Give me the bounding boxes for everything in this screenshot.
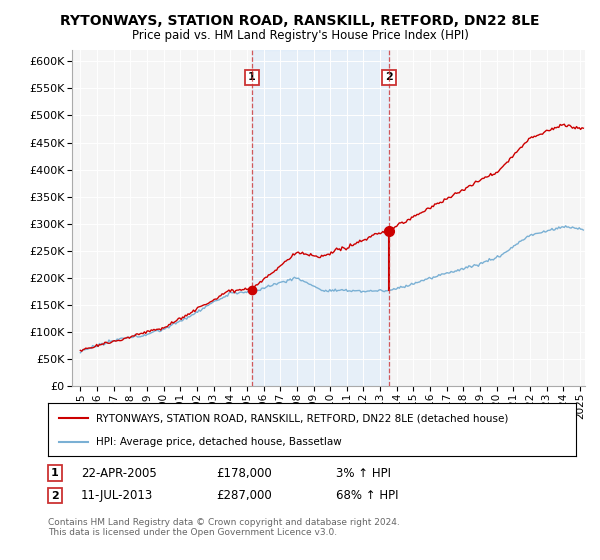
- Text: £287,000: £287,000: [216, 489, 272, 502]
- Text: Contains HM Land Registry data © Crown copyright and database right 2024.
This d: Contains HM Land Registry data © Crown c…: [48, 518, 400, 538]
- Text: RYTONWAYS, STATION ROAD, RANSKILL, RETFORD, DN22 8LE (detached house): RYTONWAYS, STATION ROAD, RANSKILL, RETFO…: [95, 413, 508, 423]
- Text: 2: 2: [385, 72, 393, 82]
- Text: 11-JUL-2013: 11-JUL-2013: [81, 489, 153, 502]
- Text: HPI: Average price, detached house, Bassetlaw: HPI: Average price, detached house, Bass…: [95, 436, 341, 446]
- Text: 3% ↑ HPI: 3% ↑ HPI: [336, 466, 391, 480]
- Text: RYTONWAYS, STATION ROAD, RANSKILL, RETFORD, DN22 8LE: RYTONWAYS, STATION ROAD, RANSKILL, RETFO…: [60, 14, 540, 28]
- Text: Price paid vs. HM Land Registry's House Price Index (HPI): Price paid vs. HM Land Registry's House …: [131, 29, 469, 42]
- Text: £178,000: £178,000: [216, 466, 272, 480]
- Text: 1: 1: [248, 72, 256, 82]
- Text: 68% ↑ HPI: 68% ↑ HPI: [336, 489, 398, 502]
- Text: 2: 2: [51, 491, 59, 501]
- Bar: [252, 50, 389, 386]
- Text: 1: 1: [51, 468, 59, 478]
- Text: 22-APR-2005: 22-APR-2005: [81, 466, 157, 480]
